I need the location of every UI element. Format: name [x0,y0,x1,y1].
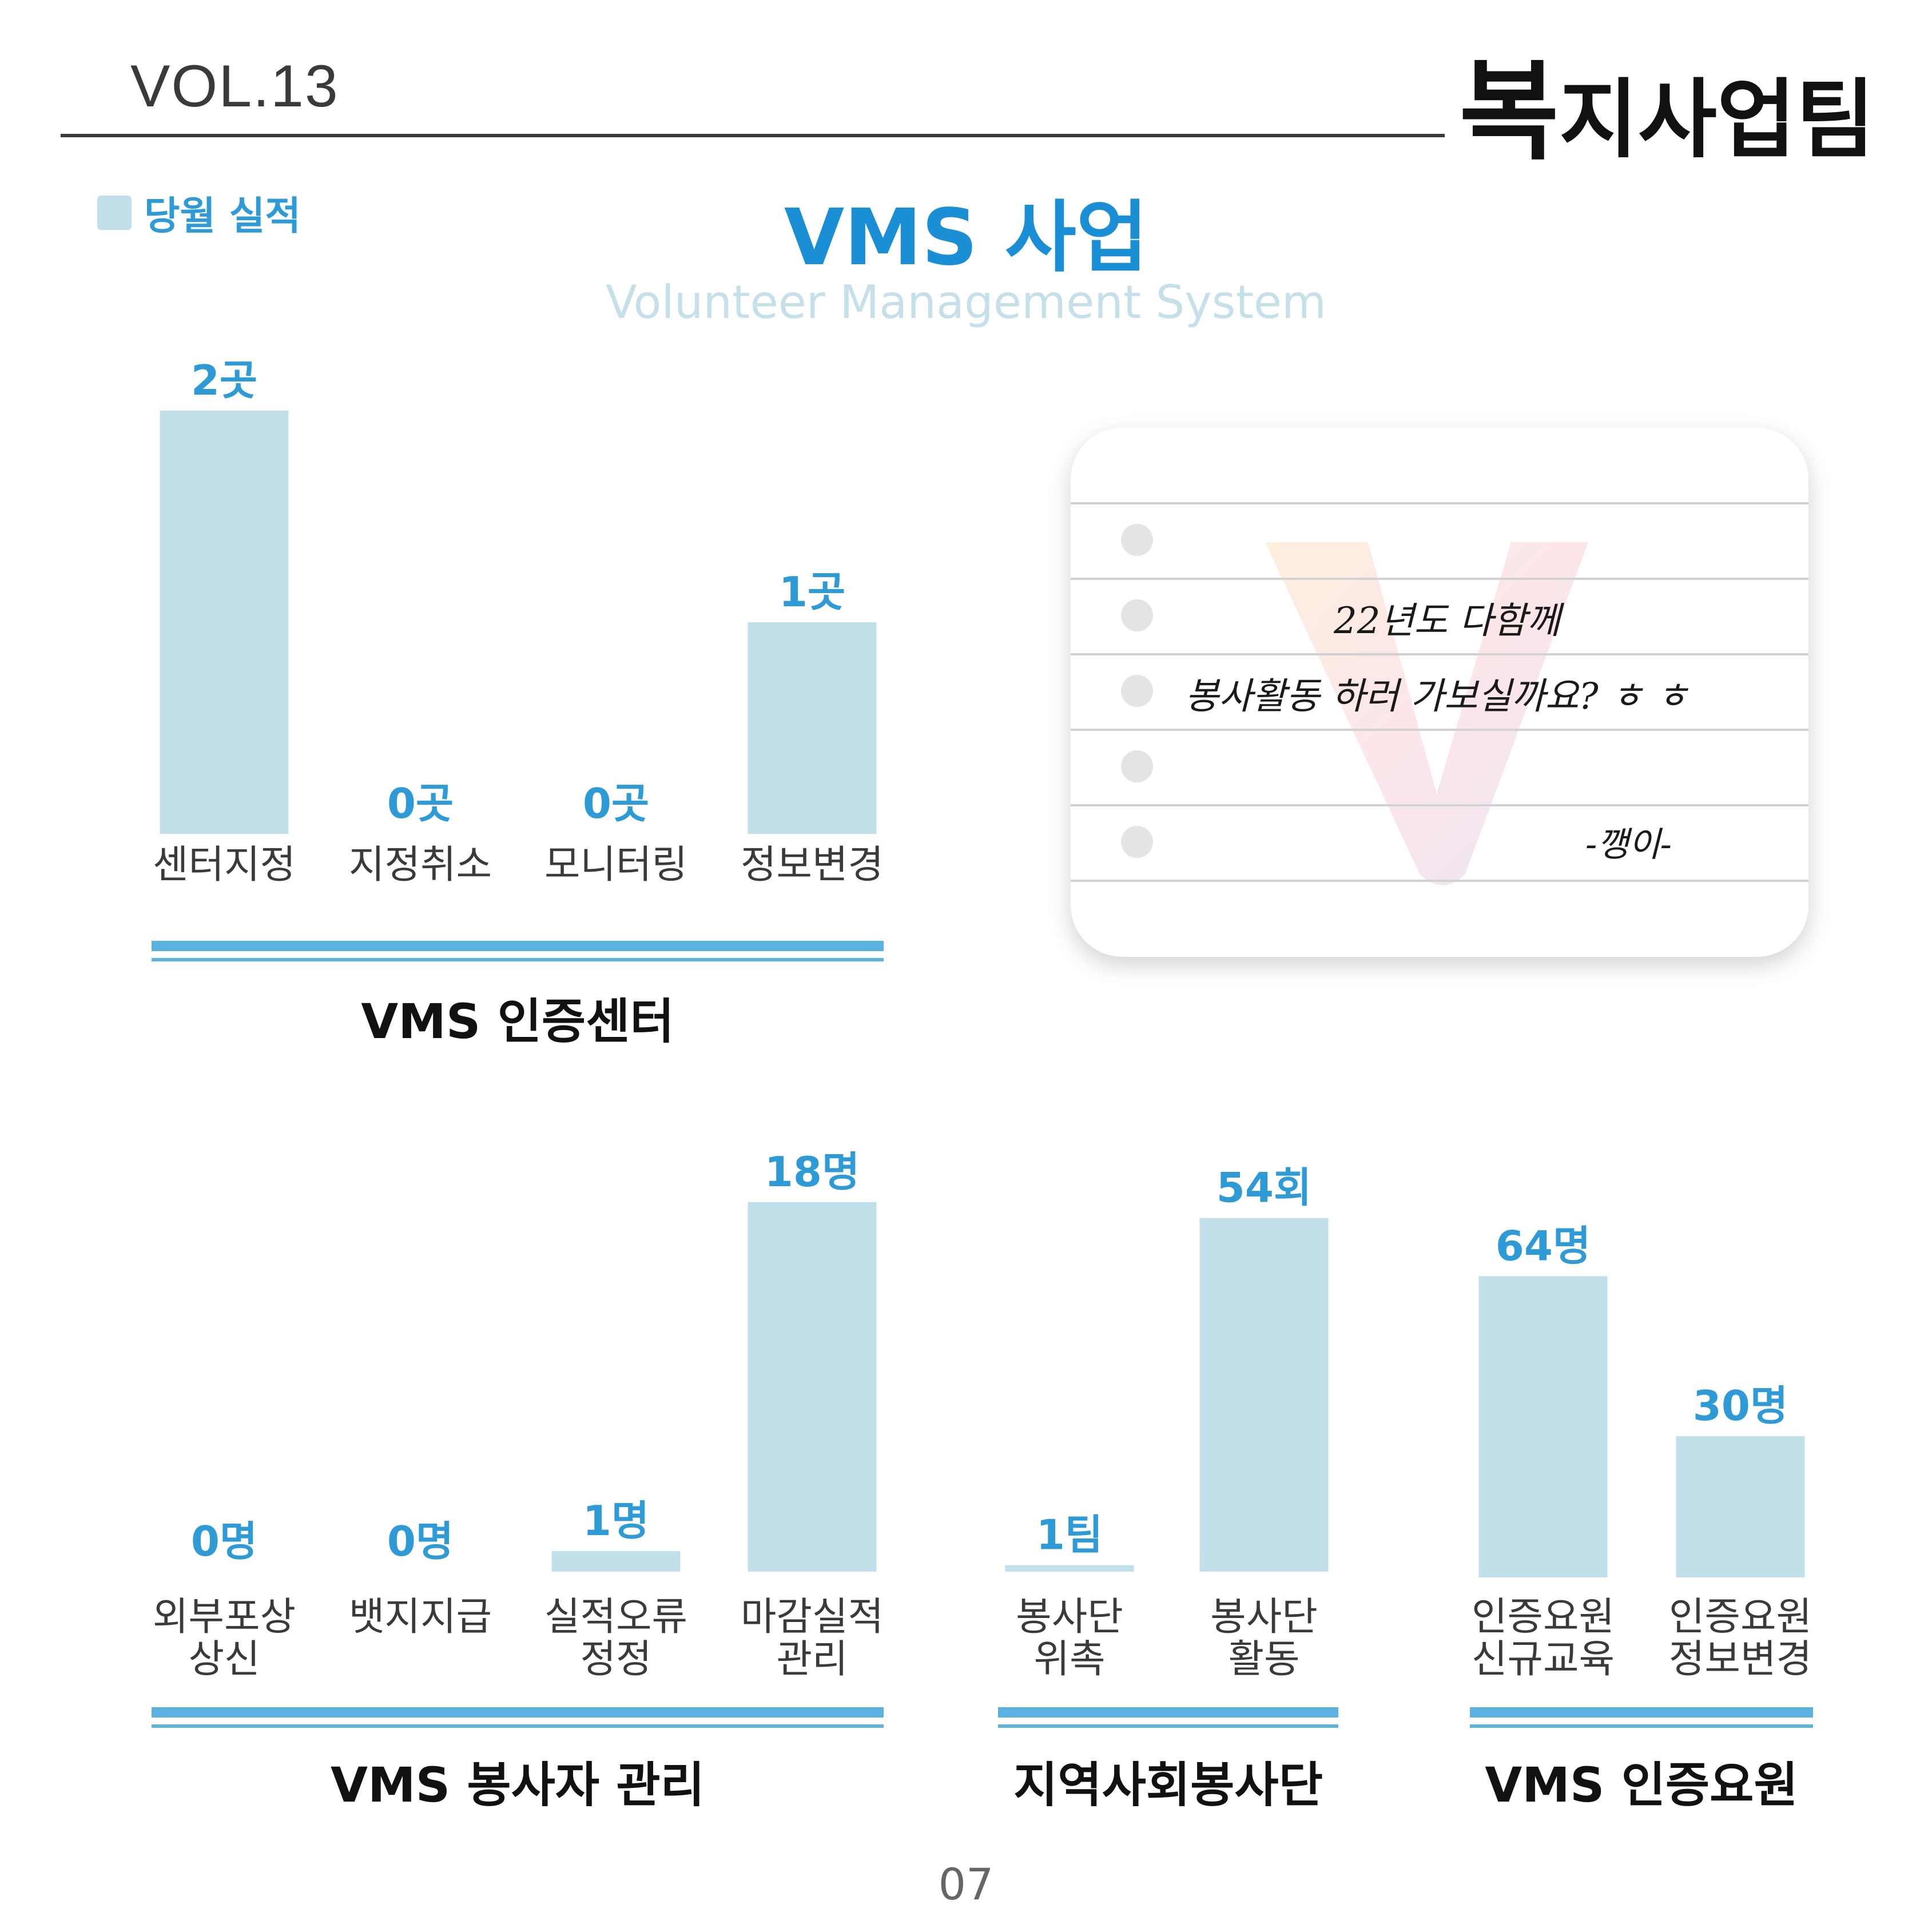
bar-value-label: 30명 [1693,1382,1788,1430]
page-title: VMS 사업 [784,193,1148,283]
bar-value-label: 2곳 [191,356,257,404]
volume-label: VOL.13 [130,53,339,120]
note-rule [1071,653,1808,655]
bar-value-label: 0곳 [583,780,649,828]
bar-value-label: 54회 [1217,1164,1311,1212]
legend-swatch [97,195,132,230]
category-label: 신규교육 [1472,1637,1615,1682]
category-label: 활동 [1228,1637,1299,1682]
bar [1676,1436,1805,1577]
category-label: 외부포상 [153,1595,296,1640]
category-label: 뱃지지급 [349,1595,492,1640]
note-hole [1121,524,1153,556]
note-signature: -깽이- [1585,825,1672,865]
bar-value-label: 0곳 [387,780,454,828]
category-label: 관리 [776,1637,848,1682]
note-rule [1071,729,1808,731]
section-rule [998,1707,1338,1718]
note-rule [1071,578,1808,580]
section-rule [1470,1707,1813,1718]
bar [551,1551,681,1572]
category-label: 실적오류 [544,1595,687,1640]
note-rule [1071,502,1808,504]
bar [1199,1218,1329,1572]
category-label: 모니터링 [544,842,687,888]
note-hole [1121,826,1153,858]
category-label: 정보변경 [741,842,884,888]
team-name-first: 복 [1459,47,1559,175]
note-hole [1121,750,1153,782]
bar-value-label: 1곳 [779,568,845,616]
category-label: 센터지정 [153,842,296,888]
bar-value-label: 64명 [1496,1222,1591,1270]
chart-title: VMS 인증센터 [361,993,674,1050]
section-rule-thin [998,1724,1338,1728]
category-label: 인증요원 [1472,1595,1615,1640]
category-label: 상신 [188,1637,260,1682]
bar [748,1202,877,1572]
section-rule-thin [1470,1724,1813,1728]
category-label: 정정 [580,1637,651,1682]
bar-value-label: 18명 [765,1148,860,1196]
note-rule [1071,880,1808,882]
category-label: 지정취소 [349,842,492,888]
bar [1005,1565,1134,1572]
chart-title: VMS 인증요원 [1485,1757,1798,1813]
page-subtitle: Volunteer Management System [606,276,1326,329]
note-line-1: 22년도 다함께 [1334,600,1561,642]
bar [748,622,877,834]
bar [160,411,289,834]
page-number: 07 [938,1859,994,1910]
note-line-2: 봉사활동 하러 가보실까요? ㅎ ㅎ [1185,675,1689,718]
team-name-rest: 지사업팀 [1559,69,1875,170]
header-rule [61,134,1445,137]
note-hole [1121,675,1153,707]
category-label: 마감실적 [741,1595,884,1640]
note-rule [1071,804,1808,806]
category-label: 인증요원 [1669,1595,1812,1640]
memo-note: 22년도 다함께 봉사활동 하러 가보실까요? ㅎ ㅎ -깽이- [1071,428,1808,957]
bar [1478,1276,1608,1577]
category-label: 봉사단 [1016,1595,1123,1640]
team-name: 복지사업팀 [1459,57,1875,166]
chart-title: 지역사회봉사단 [1013,1757,1323,1813]
category-label: 봉사단 [1210,1595,1318,1640]
section-rule [152,1707,884,1718]
legend: 당월 실적 [97,184,301,241]
legend-label: 당월 실적 [144,194,301,239]
section-rule [152,941,884,951]
section-rule-thin [152,1724,884,1728]
note-hole [1121,599,1153,631]
bar-value-label: 1팀 [1036,1511,1103,1559]
category-label: 정보변경 [1669,1637,1812,1682]
bar-value-label: 0명 [191,1517,257,1565]
chart-title: VMS 봉사자 관리 [331,1757,705,1813]
bar-value-label: 1명 [583,1497,649,1545]
note-watermark [1265,542,1588,885]
section-rule-thin [152,958,884,961]
category-label: 위촉 [1033,1637,1105,1682]
bar-value-label: 0명 [387,1517,454,1565]
